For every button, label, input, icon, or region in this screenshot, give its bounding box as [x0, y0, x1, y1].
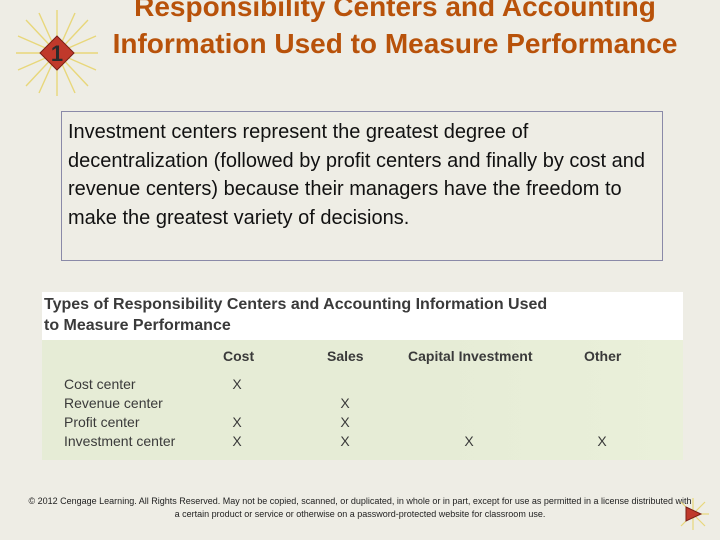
cell-mark: X [340, 395, 350, 411]
cell-mark: X [232, 376, 242, 392]
body-text-box: Investment centers represent the greates… [61, 111, 663, 261]
cell-mark: X [340, 414, 350, 430]
cell-mark: X [464, 433, 474, 449]
column-header-cost: Cost [223, 348, 255, 364]
copyright-footer: © 2012 Cengage Learning. All Rights Rese… [28, 496, 692, 519]
cell-mark: X [597, 433, 607, 449]
cell-mark: X [232, 433, 242, 449]
next-arrow-icon[interactable] [676, 497, 710, 531]
column-header-capital-investment: Capital Investment [408, 348, 533, 364]
table-title: Types of Responsibility Centers and Acco… [44, 296, 548, 334]
responsibility-table: Types of Responsibility Centers and Acco… [42, 292, 683, 460]
slide-title: Responsibility Centers and Accounting In… [112, 0, 678, 59]
badge-number: 1 [51, 41, 63, 66]
starburst-badge: 1 [16, 10, 98, 96]
column-header-other: Other [584, 348, 622, 364]
row-label-investment-center: Investment center [64, 433, 176, 449]
body-text: Investment centers represent the greates… [68, 121, 645, 229]
cell-mark: X [340, 433, 350, 449]
row-label-cost-center: Cost center [64, 376, 136, 392]
table-body: Cost Sales Capital Investment Other Cost… [42, 340, 683, 460]
cell-mark: X [232, 414, 242, 430]
column-header-sales: Sales [327, 348, 364, 364]
row-label-profit-center: Profit center [64, 414, 140, 430]
row-label-revenue-center: Revenue center [64, 395, 163, 411]
